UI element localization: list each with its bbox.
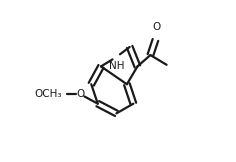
Text: OCH₃: OCH₃ (35, 89, 62, 99)
Text: O: O (76, 89, 84, 99)
Text: O: O (153, 22, 161, 32)
Text: NH: NH (109, 61, 124, 71)
